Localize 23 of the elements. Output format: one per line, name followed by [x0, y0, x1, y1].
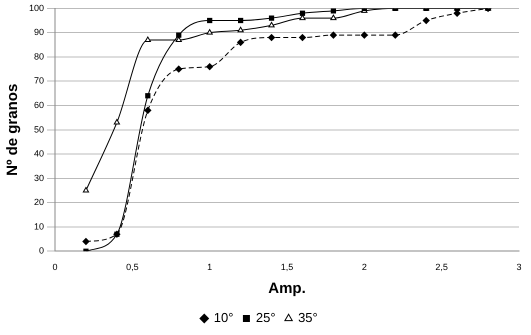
y-tick-label: 10 — [34, 221, 44, 232]
x-tick-label: 3 — [516, 262, 522, 272]
x-tick-label: 2,5 — [435, 262, 448, 272]
legend-label: 35° — [298, 310, 318, 326]
x-axis-title: Amp. — [268, 280, 306, 298]
y-tick-label: 0 — [39, 246, 44, 256]
y-tick-label: 80 — [34, 51, 44, 62]
x-tick-label: 1,5 — [280, 262, 294, 272]
y-tick-label: 40 — [34, 148, 44, 159]
x-tick-label: 1 — [207, 262, 212, 272]
x-tick-label: 0 — [52, 262, 58, 272]
y-axis-title: Nº de granos — [4, 84, 22, 176]
y-tick-label: 100 — [28, 2, 44, 13]
legend-label: 10° — [214, 310, 234, 326]
legend-label: 25° — [256, 310, 276, 326]
y-tick-label: 90 — [34, 27, 44, 38]
x-tick-label: 0,5 — [126, 262, 139, 272]
y-tick-label: 30 — [34, 172, 44, 183]
y-tick-label: 60 — [34, 100, 44, 110]
y-tick-label: 70 — [34, 76, 44, 86]
y-tick-label: 50 — [34, 124, 44, 134]
x-tick-label: 2 — [362, 262, 367, 272]
y-tick-label: 20 — [34, 197, 44, 208]
